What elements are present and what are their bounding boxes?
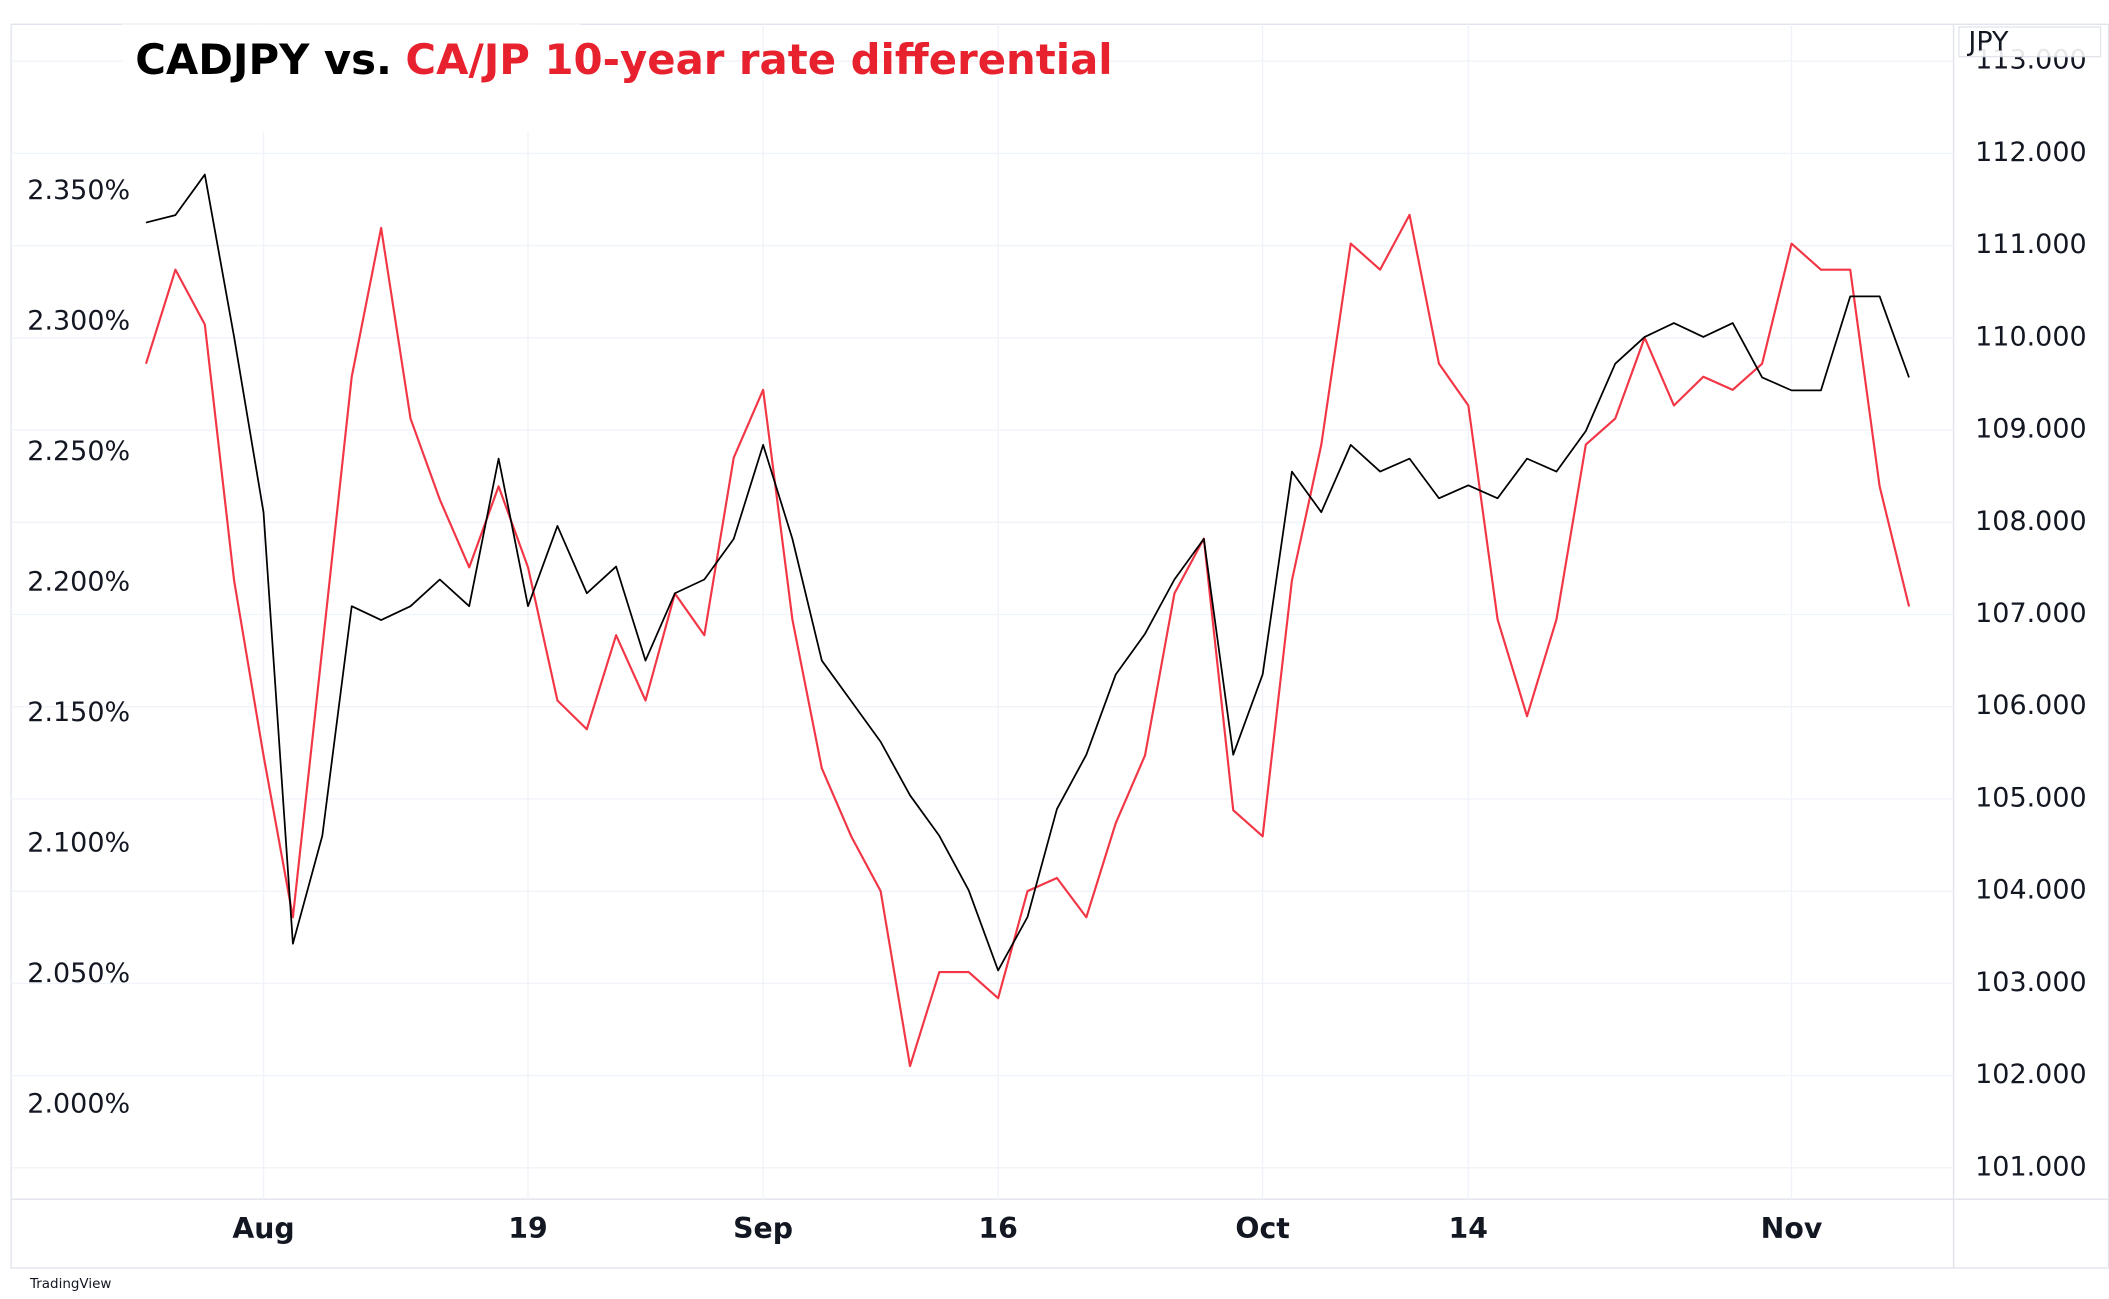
y2-axis-label: JPY <box>1966 27 2009 58</box>
y2-tick-label: 104.000 <box>1975 875 2087 906</box>
title-part: CADJPY vs. <box>135 35 392 84</box>
y2-tick-label: 112.000 <box>1975 137 2087 168</box>
chart-frame <box>10 23 2109 1269</box>
y-tick-label: 2.000% <box>27 1089 130 1120</box>
y2-tick-label: 111.000 <box>1975 229 2087 260</box>
x-tick-label: 14 <box>1449 1212 1488 1245</box>
y2-tick-label: 102.000 <box>1975 1059 2087 1090</box>
x-tick-label: Sep <box>733 1212 793 1245</box>
y-tick-label: 2.150% <box>27 697 130 728</box>
y2-tick-label: 109.000 <box>1975 414 2087 445</box>
watermark: TradingView <box>29 1276 111 1292</box>
title-backdrop <box>121 24 581 133</box>
x-tick-label: Aug <box>232 1212 294 1245</box>
y2-tick-label: 110.000 <box>1975 321 2087 352</box>
x-tick-label: Oct <box>1235 1212 1289 1245</box>
y-tick-label: 2.300% <box>27 305 130 336</box>
y-tick-label: 2.200% <box>27 567 130 598</box>
grid: 101.000 102.000 103.000 104.000 105.000 106.0… <box>11 24 2087 1245</box>
y2-tick-label: 106.000 <box>1975 690 2087 721</box>
y2-tick-label: 101.000 <box>1975 1151 2087 1182</box>
series-line <box>145 173 1910 972</box>
x-tick-label: 16 <box>978 1212 1017 1245</box>
y-tick-label: 2.350% <box>27 175 130 206</box>
y-tick-label: 2.100% <box>27 828 130 859</box>
series-line <box>144 213 1911 1068</box>
y2-tick-label: 105.000 <box>1975 782 2087 813</box>
y-tick-label: 2.250% <box>27 436 130 467</box>
plot <box>144 173 1911 1068</box>
title-part: CA/JP 10-year rate differential <box>405 35 1112 84</box>
unit-box <box>1958 26 2102 58</box>
y2-tick-label: 103.000 <box>1975 967 2087 998</box>
y-tick-label: 2.050% <box>27 958 130 989</box>
y2-tick-label: 107.000 <box>1975 598 2087 629</box>
x-tick-label: Nov <box>1761 1212 1823 1245</box>
x-tick-label: 19 <box>508 1212 547 1245</box>
y2-tick-label: 108.000 <box>1975 506 2087 537</box>
chart-title: CADJPY vs. CA/JP 10-year rate differentia… <box>135 35 1112 84</box>
